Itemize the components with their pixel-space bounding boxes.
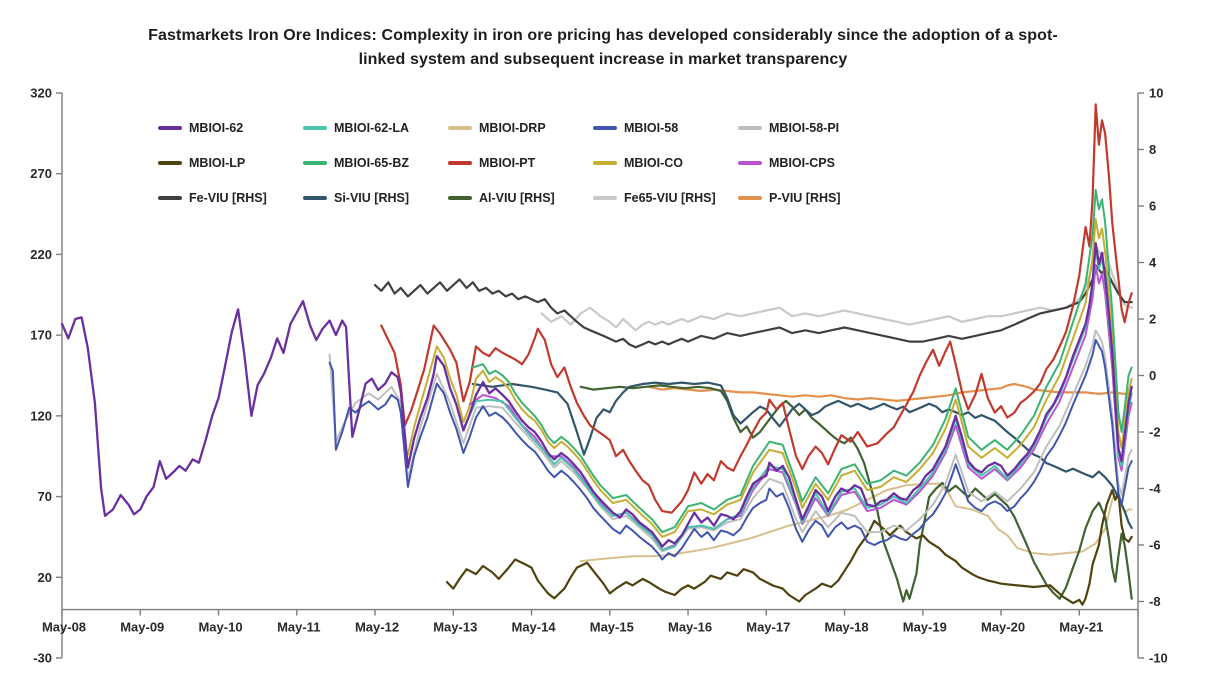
series-line-MBIOI-58-PI bbox=[328, 329, 1133, 553]
legend-row: MBIOI-62 MBIOI-62-LA MBIOI-DRP MBIOI-58 MBIO… bbox=[158, 110, 841, 145]
legend-item-label: MBIOI-62 bbox=[189, 120, 244, 135]
legend-item-label: MBIOI-LP bbox=[189, 155, 246, 170]
x-axis-tick-label: May-15 bbox=[590, 620, 634, 635]
left-axis-tick-label: 20 bbox=[38, 570, 52, 585]
series-line-MBIOI-65-BZ bbox=[471, 188, 1133, 534]
legend-item-label: MBIOI-58 bbox=[624, 120, 679, 135]
x-axis-tick-label: May-21 bbox=[1059, 620, 1103, 635]
legend-item-label: Fe-VIU [RHS] bbox=[189, 190, 267, 205]
left-axis-tick-label: -30 bbox=[33, 651, 52, 666]
legend-swatch-icon bbox=[738, 195, 762, 200]
legend-swatch-icon bbox=[593, 160, 617, 165]
series-line-MBIOI-PT bbox=[380, 103, 1133, 514]
right-axis-tick-label: 4 bbox=[1149, 255, 1157, 270]
legend-item: MBIOI-62-LA bbox=[303, 121, 448, 135]
x-axis-tick-label: May-16 bbox=[668, 620, 712, 635]
legend-item: MBIOI-CO bbox=[593, 156, 738, 170]
x-axis-tick-label: May-14 bbox=[511, 620, 556, 635]
legend-swatch-icon bbox=[303, 160, 327, 165]
legend-swatch-icon bbox=[158, 160, 182, 165]
legend-swatch-icon bbox=[738, 125, 762, 130]
x-axis-tick-label: May-13 bbox=[433, 620, 477, 635]
right-axis-tick-label: 6 bbox=[1149, 199, 1156, 214]
x-axis-tick-label: May-10 bbox=[198, 620, 242, 635]
legend-swatch-icon bbox=[303, 125, 327, 130]
chart-legend: MBIOI-62 MBIOI-62-LA MBIOI-DRP MBIOI-58 MBIO… bbox=[158, 110, 841, 215]
legend-item: MBIOI-58 bbox=[593, 121, 738, 135]
series-line-MBIOI-62 bbox=[60, 241, 1133, 548]
x-axis-tick-label: May-08 bbox=[42, 620, 86, 635]
legend-item-label: MBIOI-58-PI bbox=[769, 120, 840, 135]
x-axis-tick-label: May-19 bbox=[903, 620, 947, 635]
legend-item: Fe-VIU [RHS] bbox=[158, 191, 303, 205]
right-axis-tick-label: 0 bbox=[1149, 368, 1156, 383]
right-axis-tick-label: -6 bbox=[1149, 538, 1161, 553]
legend-item: MBIOI-65-BZ bbox=[303, 156, 448, 170]
right-axis-tick-label: -4 bbox=[1149, 481, 1161, 496]
legend-item: Fe65-VIU [RHS] bbox=[593, 191, 738, 205]
legend-item-label: MBIOI-CPS bbox=[769, 155, 835, 170]
legend-item-label: P-VIU [RHS] bbox=[769, 190, 841, 205]
right-axis-tick-label: -2 bbox=[1149, 425, 1161, 440]
left-axis-tick-label: 220 bbox=[30, 247, 52, 262]
legend-swatch-icon bbox=[593, 195, 617, 200]
legend-item: MBIOI-PT bbox=[448, 156, 593, 170]
legend-row: MBIOI-LP MBIOI-65-BZ MBIOI-PT MBIOI-CO MBIOI… bbox=[158, 145, 841, 180]
legend-swatch-icon bbox=[738, 160, 762, 165]
legend-row: Fe-VIU [RHS] Si-VIU [RHS] Al-VIU [RHS] Fe65… bbox=[158, 180, 841, 215]
x-axis-tick-label: May-18 bbox=[825, 620, 869, 635]
legend-item: MBIOI-DRP bbox=[448, 121, 593, 135]
left-axis-tick-label: 170 bbox=[30, 328, 52, 343]
left-axis-tick-label: 320 bbox=[30, 86, 52, 101]
legend-item-label: Al-VIU [RHS] bbox=[479, 190, 555, 205]
series-line-MBIOI-58 bbox=[328, 339, 1133, 561]
legend-item-label: Fe65-VIU [RHS] bbox=[624, 190, 716, 205]
legend-item: MBIOI-62 bbox=[158, 121, 303, 135]
legend-swatch-icon bbox=[448, 160, 472, 165]
chart-title: Fastmarkets Iron Ore Indices: Complexity… bbox=[148, 27, 1058, 68]
series-line-Al-VIU [RHS] bbox=[579, 384, 1133, 603]
legend-item-label: MBIOI-DRP bbox=[479, 120, 546, 135]
legend-item: P-VIU [RHS] bbox=[738, 191, 841, 205]
legend-item: MBIOI-CPS bbox=[738, 156, 835, 170]
legend-item: MBIOI-LP bbox=[158, 156, 303, 170]
legend-item: Al-VIU [RHS] bbox=[448, 191, 593, 205]
right-axis-tick-label: -10 bbox=[1149, 651, 1168, 666]
right-axis-tick-label: 2 bbox=[1149, 312, 1156, 327]
x-axis-tick-label: May-17 bbox=[746, 620, 790, 635]
legend-item: MBIOI-58-PI bbox=[738, 121, 839, 135]
legend-swatch-icon bbox=[448, 195, 472, 200]
left-axis-tick-label: 70 bbox=[38, 489, 52, 504]
x-axis-tick-label: May-11 bbox=[277, 620, 320, 635]
legend-item: Si-VIU [RHS] bbox=[303, 191, 448, 205]
legend-swatch-icon bbox=[158, 125, 182, 130]
left-axis-tick-label: 270 bbox=[30, 166, 52, 181]
left-axis-tick-label: 120 bbox=[30, 408, 52, 423]
legend-swatch-icon bbox=[158, 195, 182, 200]
x-axis-tick-label: May-12 bbox=[355, 620, 399, 635]
series-line-MBIOI-LP bbox=[445, 489, 1133, 606]
series-line-MBIOI-CO bbox=[406, 217, 1133, 538]
legend-swatch-icon bbox=[448, 125, 472, 130]
legend-item-label: MBIOI-62-LA bbox=[334, 120, 409, 135]
series-line-Fe-VIU [RHS] bbox=[373, 264, 1133, 349]
right-axis-tick-label: -8 bbox=[1149, 594, 1161, 609]
legend-swatch-icon bbox=[593, 125, 617, 130]
right-axis-tick-label: 10 bbox=[1149, 86, 1163, 101]
series-line-MBIOI-DRP bbox=[579, 482, 1133, 563]
legend-swatch-icon bbox=[303, 195, 327, 200]
series-line-Fe65-VIU [RHS] bbox=[540, 244, 1133, 332]
right-axis-tick-label: 8 bbox=[1149, 142, 1156, 157]
legend-item-label: Si-VIU [RHS] bbox=[334, 190, 409, 205]
legend-item-label: MBIOI-PT bbox=[479, 155, 536, 170]
legend-item-label: MBIOI-CO bbox=[624, 155, 684, 170]
x-axis-tick-label: May-20 bbox=[981, 620, 1025, 635]
legend-item-label: MBIOI-65-BZ bbox=[334, 155, 409, 170]
x-axis-tick-label: May-09 bbox=[120, 620, 164, 635]
